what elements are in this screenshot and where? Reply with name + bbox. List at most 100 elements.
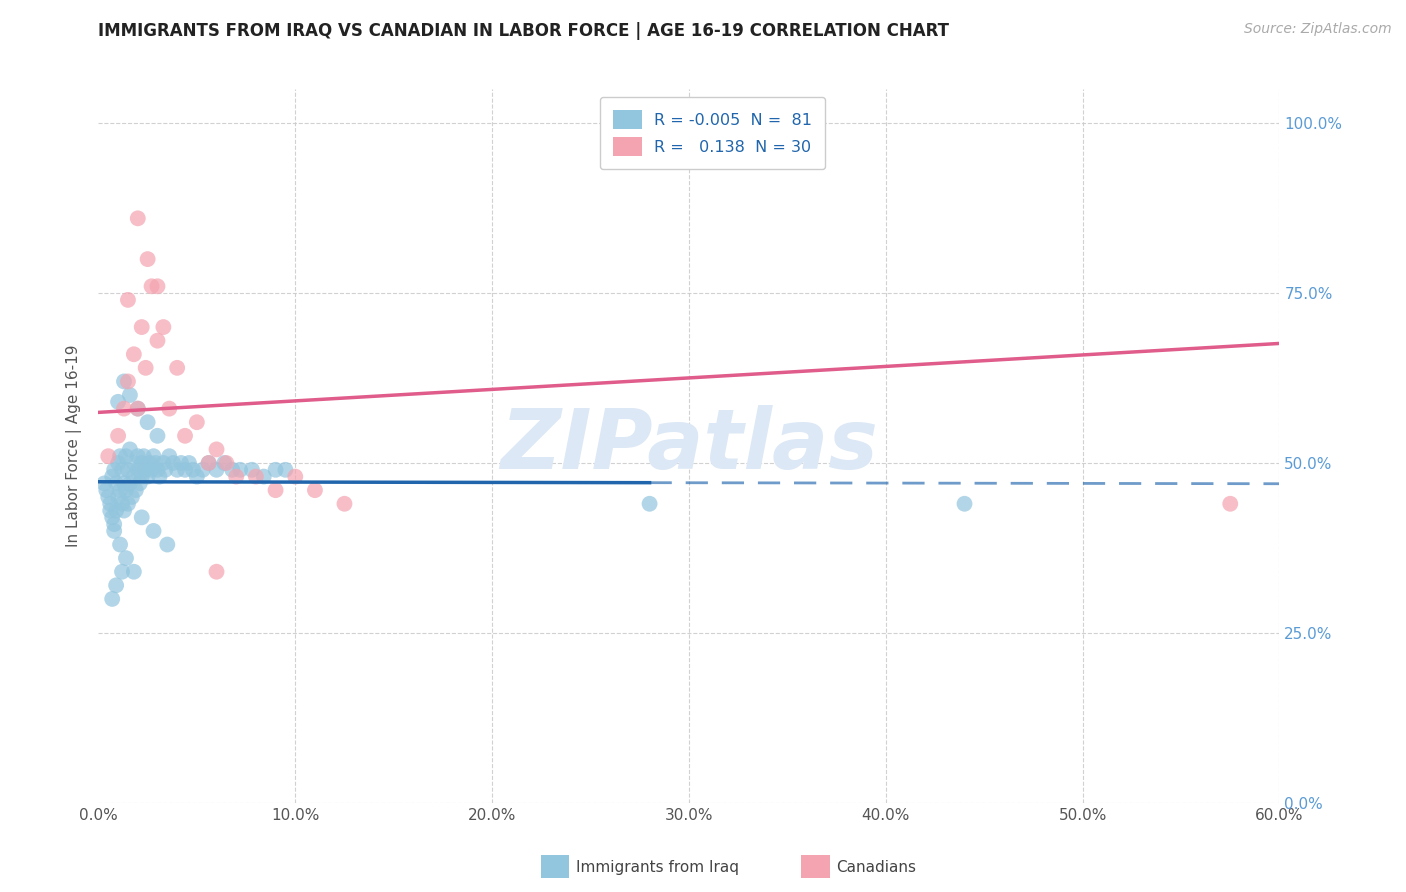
Point: [103, 517, 125, 532]
Point: [146, 463, 169, 477]
Point: [197, 456, 219, 470]
Text: Immigrants from Iraq: Immigrants from Iraq: [576, 860, 740, 874]
Point: [107, 490, 129, 504]
Point: [145, 456, 167, 470]
Point: [264, 463, 287, 477]
Point: [122, 456, 145, 470]
Point: [138, 456, 160, 470]
Point: [131, 469, 153, 483]
Point: [166, 360, 188, 375]
Text: IMMIGRANTS FROM IRAQ VS CANADIAN IN LABOR FORCE | AGE 16-19 CORRELATION CHART: IMMIGRANTS FROM IRAQ VS CANADIAN IN LABO…: [98, 22, 949, 40]
Point: [107, 394, 129, 409]
Point: [128, 476, 150, 491]
Point: [108, 483, 131, 498]
Point: [157, 401, 180, 416]
Point: [152, 456, 174, 470]
Point: [156, 537, 179, 551]
Point: [274, 463, 297, 477]
Point: [333, 497, 356, 511]
Point: [1219, 497, 1241, 511]
Point: [112, 375, 135, 389]
Point: [103, 524, 125, 538]
Point: [105, 476, 128, 491]
Point: [142, 524, 165, 538]
Point: [101, 591, 124, 606]
Point: [186, 415, 208, 429]
Point: [136, 469, 159, 483]
Point: [107, 456, 129, 470]
Point: [101, 510, 124, 524]
Text: Canadians: Canadians: [837, 860, 917, 874]
Point: [98, 503, 121, 517]
Point: [93, 476, 115, 491]
Point: [174, 429, 197, 443]
Point: [205, 463, 228, 477]
Point: [191, 463, 214, 477]
Point: [108, 449, 131, 463]
Point: [136, 415, 159, 429]
Point: [135, 360, 157, 375]
Point: [97, 449, 120, 463]
Point: [103, 463, 125, 477]
Point: [112, 503, 135, 517]
Point: [146, 279, 169, 293]
Point: [162, 456, 184, 470]
Point: [205, 442, 228, 457]
Point: [117, 497, 139, 511]
Point: [131, 510, 153, 524]
Point: [174, 463, 197, 477]
Point: [117, 463, 139, 477]
Point: [127, 463, 149, 477]
Point: [146, 334, 169, 348]
Point: [127, 401, 149, 416]
Point: [136, 252, 159, 266]
Point: [117, 375, 139, 389]
Point: [253, 469, 276, 483]
Point: [638, 497, 661, 511]
Point: [152, 320, 174, 334]
Point: [141, 463, 163, 477]
Y-axis label: In Labor Force | Age 16-19: In Labor Force | Age 16-19: [66, 344, 83, 548]
Point: [115, 449, 138, 463]
Point: [284, 469, 307, 483]
Point: [127, 211, 149, 226]
Point: [131, 320, 153, 334]
Point: [111, 497, 134, 511]
Point: [264, 483, 287, 498]
Point: [115, 483, 138, 498]
Point: [105, 578, 128, 592]
Point: [146, 429, 169, 443]
Point: [214, 456, 236, 470]
Point: [112, 401, 135, 416]
Point: [96, 483, 118, 498]
Point: [215, 456, 238, 470]
Point: [112, 476, 135, 491]
Point: [97, 490, 120, 504]
Point: [186, 469, 208, 483]
Point: [118, 388, 141, 402]
Point: [118, 442, 141, 457]
Point: [118, 476, 141, 491]
Point: [98, 497, 121, 511]
Point: [135, 463, 157, 477]
Point: [122, 469, 145, 483]
Point: [170, 456, 193, 470]
Point: [111, 565, 134, 579]
Point: [122, 347, 145, 361]
Point: [105, 503, 128, 517]
Point: [108, 537, 131, 551]
Point: [115, 551, 138, 566]
Point: [181, 463, 204, 477]
Point: [205, 565, 228, 579]
Point: [229, 463, 252, 477]
Point: [131, 456, 153, 470]
Point: [221, 463, 243, 477]
Point: [101, 469, 124, 483]
Point: [157, 449, 180, 463]
Point: [117, 293, 139, 307]
Legend: R = -0.005  N =  81, R =   0.138  N = 30: R = -0.005 N = 81, R = 0.138 N = 30: [600, 97, 825, 169]
Point: [125, 483, 148, 498]
Point: [166, 463, 188, 477]
Point: [122, 565, 145, 579]
Point: [148, 469, 170, 483]
